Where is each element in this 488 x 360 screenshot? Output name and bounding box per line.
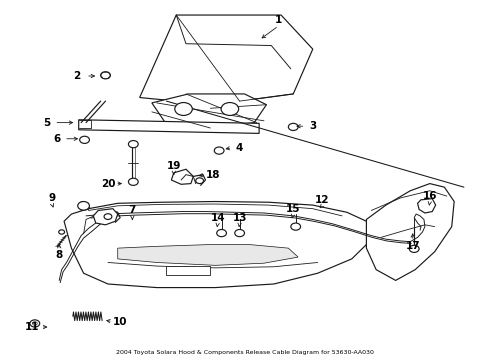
Text: 16: 16 — [422, 191, 436, 201]
Circle shape — [104, 214, 112, 220]
Circle shape — [174, 103, 192, 116]
Circle shape — [290, 223, 300, 230]
Circle shape — [32, 321, 37, 325]
Polygon shape — [166, 266, 210, 275]
Text: 4: 4 — [235, 143, 243, 153]
Text: 1: 1 — [274, 15, 282, 26]
Text: 6: 6 — [53, 134, 61, 144]
Text: 13: 13 — [232, 213, 246, 222]
Polygon shape — [64, 202, 370, 288]
Text: 2004 Toyota Solara Hood & Components Release Cable Diagram for 53630-AA030: 2004 Toyota Solara Hood & Components Rel… — [115, 350, 373, 355]
Circle shape — [80, 136, 89, 143]
Polygon shape — [118, 244, 298, 265]
Circle shape — [408, 245, 418, 252]
Circle shape — [288, 123, 298, 131]
Circle shape — [30, 320, 40, 327]
Circle shape — [128, 178, 138, 185]
Text: 12: 12 — [315, 195, 329, 205]
Polygon shape — [417, 199, 435, 213]
Text: 11: 11 — [25, 322, 40, 332]
Circle shape — [214, 147, 224, 154]
Text: 14: 14 — [210, 213, 224, 222]
Circle shape — [195, 178, 203, 184]
Text: 19: 19 — [166, 161, 181, 171]
Text: 8: 8 — [56, 250, 62, 260]
Circle shape — [101, 72, 110, 79]
Polygon shape — [366, 184, 453, 280]
Text: 9: 9 — [48, 193, 55, 203]
Text: 7: 7 — [128, 206, 136, 216]
Text: 20: 20 — [101, 179, 115, 189]
Text: 18: 18 — [205, 170, 220, 180]
Circle shape — [216, 229, 226, 237]
Polygon shape — [171, 169, 193, 184]
Text: 10: 10 — [113, 317, 127, 327]
Circle shape — [221, 103, 238, 116]
Circle shape — [128, 140, 138, 148]
Circle shape — [78, 202, 89, 210]
Text: 5: 5 — [43, 118, 51, 128]
Text: 2: 2 — [73, 71, 80, 81]
Circle shape — [59, 230, 64, 234]
Polygon shape — [152, 94, 266, 128]
Polygon shape — [93, 209, 118, 225]
Text: 3: 3 — [308, 121, 316, 131]
Polygon shape — [79, 120, 259, 134]
Polygon shape — [140, 15, 312, 101]
Text: 15: 15 — [285, 204, 300, 214]
Circle shape — [234, 229, 244, 237]
Text: 17: 17 — [405, 241, 419, 251]
